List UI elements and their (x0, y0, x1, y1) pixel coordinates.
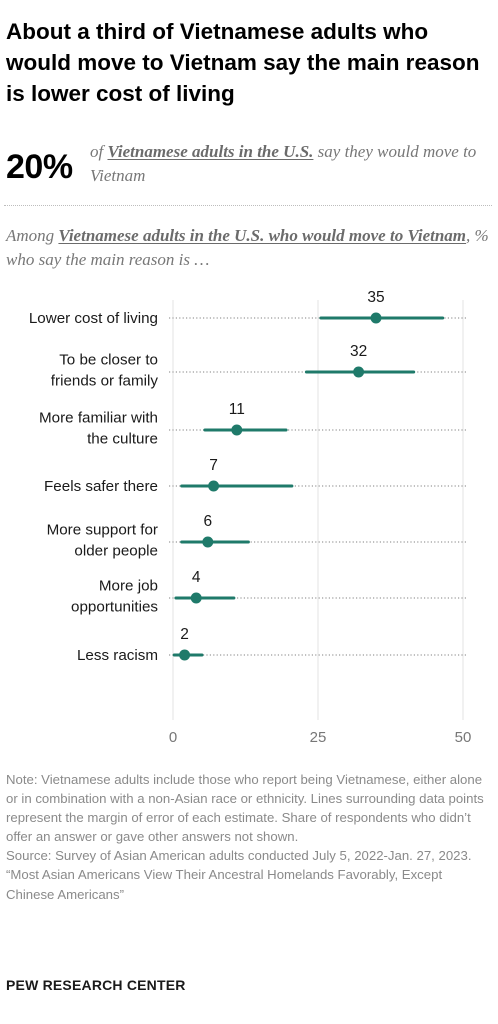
data-point (231, 424, 243, 436)
chart-subtitle: Among Vietnamese adults in the U.S. who … (6, 224, 492, 272)
data-label: 11 (229, 401, 245, 418)
section-divider (4, 205, 492, 206)
dot-plot-chart: 0 25 50 Lower cost of living 35 To be closer … (29, 289, 472, 746)
category-label-line: friends or family (51, 373, 159, 390)
subtitle-suffix: , % who say the main reason is … (6, 226, 489, 269)
headline-stat-population: Vietnamese adults in the U.S. (107, 142, 314, 161)
headline-stat-prefix: of (90, 142, 108, 161)
data-label: 7 (209, 457, 218, 474)
source-text: Source: Survey of Asian American adults … (6, 848, 472, 864)
subtitle-population: Vietnamese adults in the U.S. who would … (58, 226, 467, 245)
category-label: More support for older people (47, 522, 158, 560)
data-label: 2 (180, 626, 189, 643)
data-point (370, 312, 382, 324)
x-tick-label: 25 (310, 729, 327, 746)
category-label-line: the culture (87, 431, 158, 448)
category-label-line: older people (74, 543, 158, 560)
category-label: To be closer to friends or family (51, 352, 159, 390)
category-label: Lower cost of living (29, 310, 158, 327)
category-label-line: opportunities (71, 599, 158, 616)
category-label-line: Lower cost of living (29, 310, 158, 327)
x-tick-label: 0 (169, 729, 177, 746)
data-point (202, 536, 214, 548)
category-label-line: Less racism (77, 647, 158, 664)
category-label-line: More support for (47, 522, 158, 539)
chart-title: About a third of Vietnamese adults who w… (6, 19, 480, 106)
category-label: More job opportunities (71, 578, 158, 616)
headline-stat-text: of Vietnamese adults in the U.S. say the… (90, 140, 490, 188)
data-point (208, 480, 220, 492)
data-label: 35 (367, 289, 384, 306)
x-tick-label: 50 (455, 729, 472, 746)
category-label-line: Feels safer there (44, 478, 158, 495)
note-text: Note: Vietnamese adults include those wh… (6, 772, 484, 845)
data-label: 4 (192, 569, 201, 586)
brand-logo-text: PEW RESEARCH CENTER (6, 977, 186, 993)
category-label: Less racism (77, 647, 158, 664)
data-label: 32 (350, 343, 367, 360)
category-label-line: To be closer to (59, 352, 158, 369)
category-label: Feels safer there (44, 478, 158, 495)
footnotes: Note: Vietnamese adults include those wh… (6, 770, 492, 904)
headline-stat-value: 20% (6, 148, 73, 186)
report-title: “Most Asian Americans View Their Ancestr… (6, 867, 443, 902)
data-point (353, 366, 365, 378)
subtitle-prefix: Among (6, 226, 59, 245)
category-label-line: More job (99, 578, 158, 595)
data-label: 6 (203, 513, 212, 530)
data-point (179, 649, 191, 661)
category-label: More familiar with the culture (39, 410, 158, 448)
headline-stat-suffix: say they would move to Vietnam (90, 142, 477, 185)
category-label-line: More familiar with (39, 410, 158, 427)
data-point (190, 592, 202, 604)
